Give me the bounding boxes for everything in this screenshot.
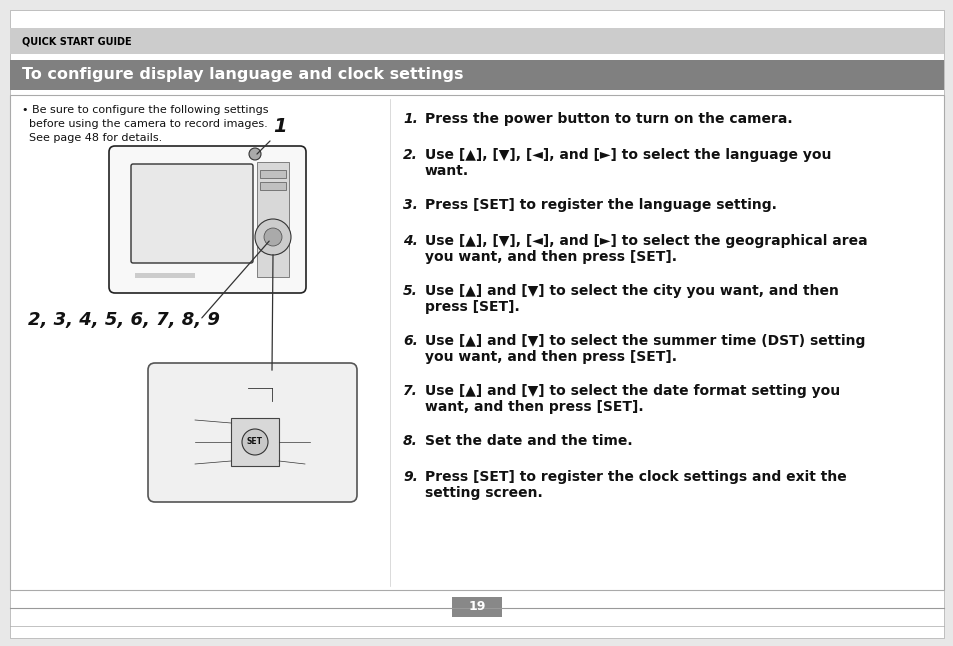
- FancyBboxPatch shape: [148, 363, 356, 502]
- Text: [SET]: [SET]: [310, 459, 332, 468]
- Text: 5.: 5.: [402, 284, 417, 298]
- Circle shape: [254, 219, 291, 255]
- Text: setting screen.: setting screen.: [424, 486, 542, 500]
- Text: Use [▲], [▼], [◄], and [►] to select the geographical area: Use [▲], [▼], [◄], and [►] to select the…: [424, 234, 866, 248]
- Text: 2.: 2.: [402, 148, 417, 162]
- Text: See page 48 for details.: See page 48 for details.: [22, 133, 162, 143]
- Circle shape: [264, 228, 282, 246]
- Text: 4.: 4.: [402, 234, 417, 248]
- Circle shape: [249, 148, 261, 160]
- FancyBboxPatch shape: [109, 146, 306, 293]
- Text: • Be sure to configure the following settings: • Be sure to configure the following set…: [22, 105, 268, 115]
- Text: 7.: 7.: [402, 384, 417, 398]
- Text: ⚡  🗑: ⚡ 🗑: [243, 482, 256, 488]
- Text: press [SET].: press [SET].: [424, 300, 519, 314]
- Text: [►]: [►]: [316, 437, 330, 446]
- Text: want, and then press [SET].: want, and then press [SET].: [424, 400, 643, 414]
- Bar: [260, 170, 286, 178]
- Text: you want, and then press [SET].: you want, and then press [SET].: [424, 350, 677, 364]
- Text: 19: 19: [468, 601, 485, 614]
- Text: Press [SET] to register the clock settings and exit the: Press [SET] to register the clock settin…: [424, 470, 846, 484]
- Text: 1.: 1.: [402, 112, 417, 126]
- FancyBboxPatch shape: [131, 164, 253, 263]
- Bar: [231, 418, 278, 466]
- Text: Use [▲] and [▼] to select the summer time (DST) setting: Use [▲] and [▼] to select the summer tim…: [424, 334, 864, 348]
- Text: want.: want.: [424, 164, 469, 178]
- Text: 1: 1: [273, 118, 287, 136]
- Text: Use [▲], [▼], [◄], and [►] to select the language you: Use [▲], [▼], [◄], and [►] to select the…: [424, 148, 830, 162]
- Bar: [260, 182, 286, 190]
- Text: 2, 3, 4, 5, 6, 7, 8, 9: 2, 3, 4, 5, 6, 7, 8, 9: [28, 311, 219, 329]
- Text: QUICK START GUIDE: QUICK START GUIDE: [22, 36, 132, 46]
- Bar: [10, 95, 943, 590]
- Text: [◄]: [◄]: [174, 437, 188, 446]
- Text: 6.: 6.: [402, 334, 417, 348]
- Text: Press [SET] to register the language setting.: Press [SET] to register the language set…: [424, 198, 776, 212]
- Text: Press the power button to turn on the camera.: Press the power button to turn on the ca…: [424, 112, 792, 126]
- Text: To configure display language and clock settings: To configure display language and clock …: [22, 67, 463, 83]
- Text: Use [▲] and [▼] to select the date format setting you: Use [▲] and [▼] to select the date forma…: [424, 384, 840, 398]
- Text: Set the date and the time.: Set the date and the time.: [424, 434, 632, 448]
- Circle shape: [242, 429, 268, 455]
- Text: [▼]: [▼]: [174, 459, 188, 468]
- Text: 3.: 3.: [402, 198, 417, 212]
- Text: you want, and then press [SET].: you want, and then press [SET].: [424, 250, 677, 264]
- Text: SET: SET: [247, 437, 263, 446]
- Bar: [10, 60, 943, 90]
- Text: Use [▲] and [▼] to select the city you want, and then: Use [▲] and [▼] to select the city you w…: [424, 284, 838, 298]
- Text: before using the camera to record images.: before using the camera to record images…: [22, 119, 268, 129]
- Bar: [256, 162, 289, 277]
- Text: [▲]: [▲]: [174, 415, 188, 424]
- Text: DISP: DISP: [250, 380, 267, 390]
- Bar: [452, 597, 501, 617]
- Text: 8.: 8.: [402, 434, 417, 448]
- Bar: [10, 28, 943, 54]
- Bar: [135, 273, 194, 278]
- Text: 9.: 9.: [402, 470, 417, 484]
